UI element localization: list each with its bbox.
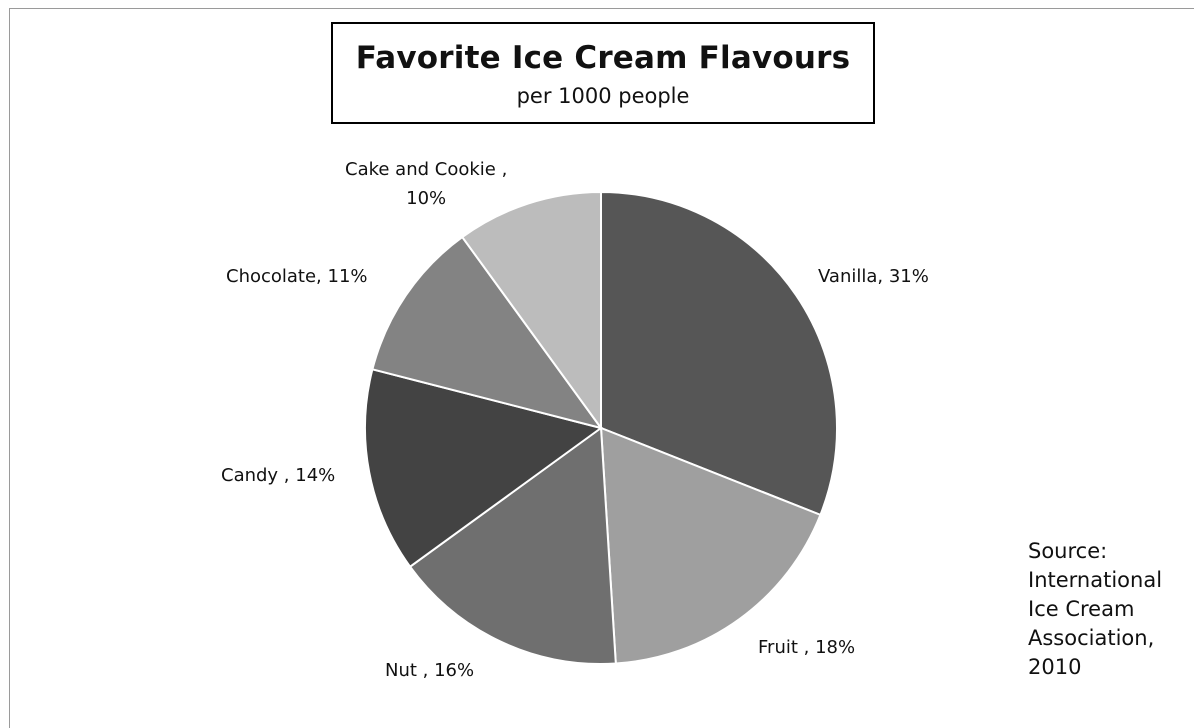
slice-label-vanilla: Vanilla, 31% xyxy=(818,266,929,287)
slice-label-cake-and-cookie: Cake and Cookie , 10% xyxy=(345,159,508,209)
pie-slice-nut xyxy=(408,426,617,665)
slice-label-fruit: Fruit , 18% xyxy=(758,637,856,658)
slice-label-candy: Candy , 14% xyxy=(221,465,336,486)
chart-subtitle: per 1000 people xyxy=(516,84,690,108)
chart-area xyxy=(9,8,1194,728)
pie-slice-chocolate xyxy=(371,235,604,430)
source-note: Source: International Ice Cream Associat… xyxy=(1028,539,1163,679)
chart-title: Favorite Ice Cream Flavours xyxy=(355,40,851,76)
pie-slice-candy xyxy=(364,368,604,569)
pie-slice-cake-and-cookie xyxy=(460,190,602,432)
pie-slice-fruit xyxy=(599,426,822,665)
title-box: Favorite Ice Cream Flavours per 1000 peo… xyxy=(331,22,875,124)
slice-label-nut: Nut , 16% xyxy=(385,660,475,681)
slice-label-chocolate: Chocolate, 11% xyxy=(226,266,368,287)
pie-slice-vanilla xyxy=(600,190,839,517)
